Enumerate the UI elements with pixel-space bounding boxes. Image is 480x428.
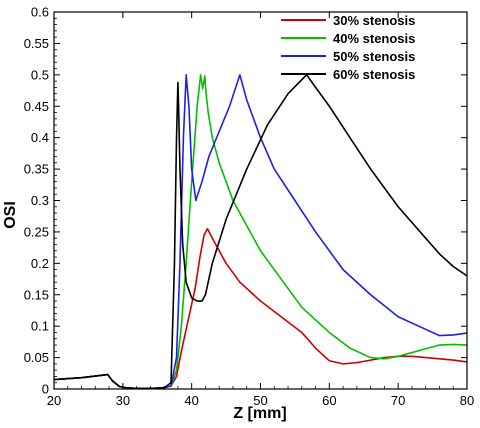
series-line-4: [53, 74, 468, 390]
legend: 30% stenosis 40% stenosis 50% stenosis 60% …: [281, 13, 415, 82]
x-tick-label: 50: [253, 393, 267, 408]
legend-label-2: 40% stenosis: [333, 31, 415, 46]
x-tick-label: 70: [391, 393, 405, 408]
x-tick-label: 80: [460, 393, 474, 408]
y-tick-label: 0.1: [31, 319, 49, 334]
y-tick-label: 0.45: [24, 99, 49, 114]
y-tick-label: 0.25: [24, 224, 49, 239]
y-tick-label: 0.35: [24, 162, 49, 177]
x-axis-title: Z [mm]: [233, 405, 286, 422]
y-tick-label: 0.6: [31, 5, 49, 20]
x-tick-label: 20: [47, 393, 61, 408]
legend-label-3: 50% stenosis: [333, 49, 415, 64]
x-tick-label: 30: [116, 393, 130, 408]
y-tick-label: 0: [42, 382, 49, 397]
legend-label-4: 60% stenosis: [333, 67, 415, 82]
y-axis-title: OSI: [2, 201, 19, 229]
x-tick-label: 40: [184, 393, 198, 408]
y-tick-label: 0.55: [24, 36, 49, 51]
y-tick-label: 0.5: [31, 67, 49, 82]
x-tick-label: 60: [322, 393, 336, 408]
y-tick-label: 0.05: [24, 350, 49, 365]
y-tick-label: 0.4: [31, 130, 49, 145]
y-tick-label: 0.15: [24, 287, 49, 302]
y-tick-label: 0.3: [31, 193, 49, 208]
axes-layer: 20 30 40 50 60 70 80 0 0.05 0.1 0.15 0.2 0.25 0.3 0.35…: [24, 5, 475, 409]
y-tick-label: 0.2: [31, 256, 49, 271]
legend-label-1: 30% stenosis: [333, 13, 415, 28]
